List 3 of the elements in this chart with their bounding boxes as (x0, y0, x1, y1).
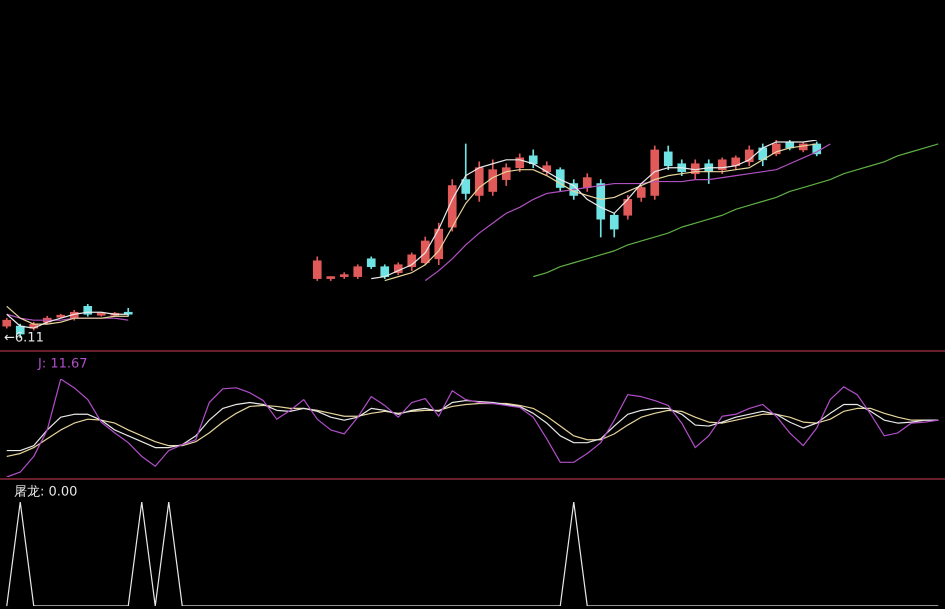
text: 屠龙: 0.00 (14, 484, 78, 500)
text: J: 11.67 (37, 356, 88, 372)
annotation: ←6.11 (4, 330, 44, 346)
